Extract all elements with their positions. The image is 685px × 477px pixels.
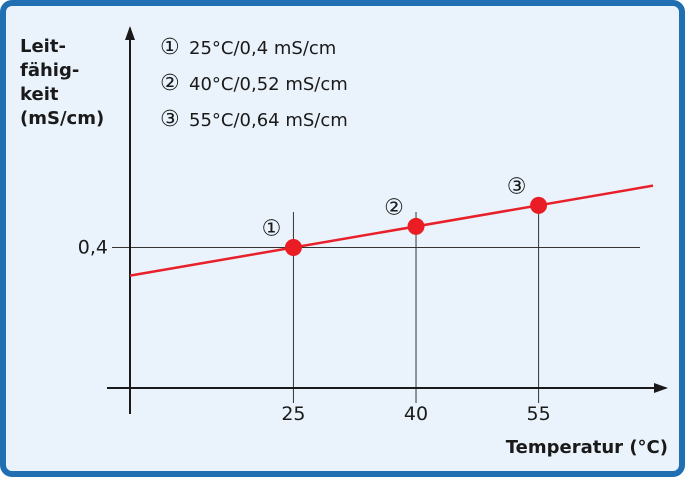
data-point-1: [284, 238, 302, 256]
point-label-2: ②: [384, 195, 404, 220]
legend-marker: ②: [160, 71, 180, 96]
y-tick-labels: 0,4: [78, 236, 108, 258]
point-label-1: ①: [262, 216, 282, 241]
y-axis-label: Leit-fähig-keit (mS/cm): [20, 36, 104, 129]
x-tick-label: 25: [281, 403, 305, 425]
legend-entry: 55°C/0,64 mS/cm: [189, 110, 348, 131]
series-line: [129, 184, 654, 277]
y-axis-label-line: fähig-: [20, 60, 79, 81]
point-label-3: ③: [507, 174, 527, 199]
x-tick-labels: 25 40 55: [281, 403, 550, 425]
data-points: [284, 196, 548, 256]
data-point-3: [530, 196, 548, 214]
y-axis-label-line: (mS/cm): [20, 108, 104, 129]
x-tick-label: 40: [404, 403, 428, 425]
data-point-2: [407, 217, 425, 235]
legend-entry: 25°C/0,4 mS/cm: [189, 38, 336, 59]
legend-marker: ①: [160, 35, 180, 60]
point-labels: ① ② ③: [262, 174, 527, 241]
x-tick-label: 55: [527, 403, 551, 425]
y-tick-label: 0,4: [78, 236, 108, 258]
legend: ① 25°C/0,4 mS/cm ② 40°C/0,52 mS/cm ③ 55°C/0,6…: [160, 35, 348, 132]
x-axis-label: Temperatur (°C): [506, 437, 668, 458]
legend-marker: ③: [160, 107, 180, 132]
legend-entry: 40°C/0,52 mS/cm: [189, 74, 348, 95]
y-axis-label-line: keit: [20, 84, 59, 105]
y-axis-label-line: Leit-: [20, 36, 66, 57]
